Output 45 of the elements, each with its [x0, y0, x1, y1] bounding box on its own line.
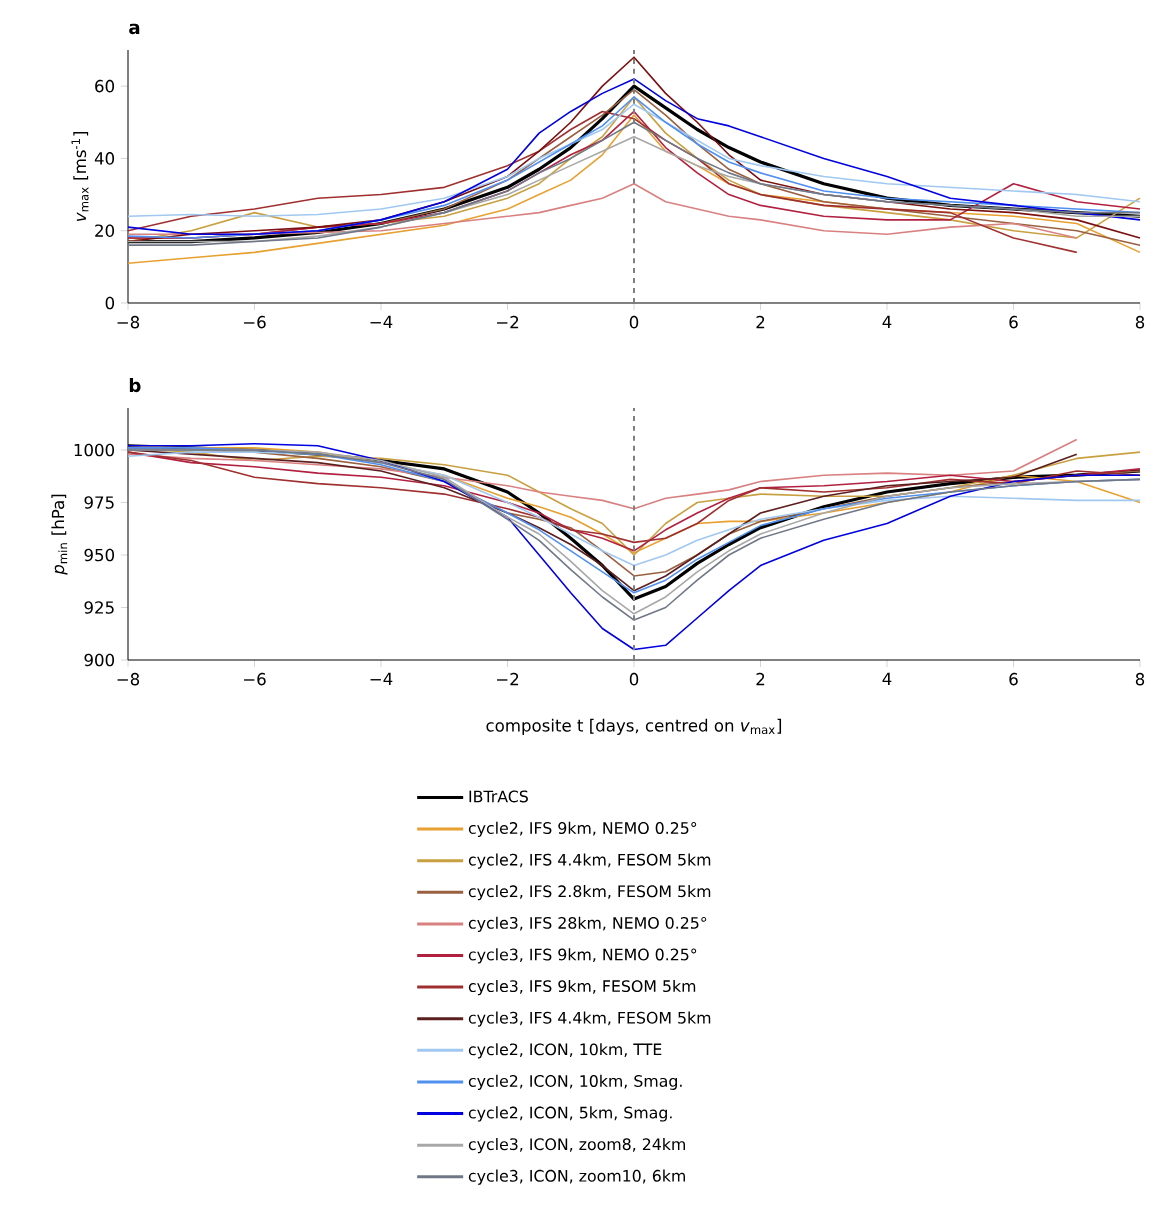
x-tick-label: −8 — [117, 315, 140, 329]
x-axis-title: composite t [days, centred on v$_{max}$] — [486, 718, 782, 735]
legend-label: cycle3, IFS 9km, FESOM 5km — [468, 979, 696, 996]
chart-title: a — [129, 23, 140, 35]
x-tick-label: −4 — [370, 672, 393, 685]
x-tick-label: 0 — [629, 672, 639, 686]
x-tick-label: −8 — [117, 672, 140, 686]
x-tick-label: 6 — [1009, 315, 1018, 329]
x-tick-label: 4 — [882, 672, 892, 685]
legend-label: cycle3, IFS 4.4km, FESOM 5km — [468, 1011, 711, 1027]
y-tick-label: 60 — [95, 79, 115, 93]
x-tick-label: −6 — [244, 315, 266, 329]
y-tick-label: 0 — [105, 296, 115, 310]
y-tick-label: 925 — [84, 601, 114, 614]
x-tick-label: 8 — [1135, 315, 1145, 329]
legend-label: cycle2, ICON, 5km, Smag. — [468, 1106, 672, 1122]
y-tick-label: 20 — [95, 224, 115, 237]
x-tick-label: −2 — [497, 315, 519, 329]
y-axis-title: p$_{min}$ [hPa] — [51, 494, 68, 575]
x-tick-label: −2 — [497, 672, 519, 686]
x-tick-label: 2 — [756, 672, 765, 686]
x-tick-label: 2 — [756, 315, 765, 329]
legend-label: cycle2, ICON, 10km, TTE — [468, 1043, 662, 1059]
legend-label: cycle3, ICON, zoom8, 24km — [468, 1137, 685, 1154]
x-tick-label: 6 — [1009, 672, 1018, 686]
y-tick-label: 975 — [84, 496, 114, 509]
legend-label: cycle3, ICON, zoom10, 6km — [468, 1169, 685, 1185]
y-tick-label: 900 — [84, 653, 115, 667]
legend-label: cycle2, IFS 2.8km, FESOM 5km — [468, 885, 711, 901]
x-tick-label: 8 — [1135, 672, 1145, 686]
legend-label: IBTrACS — [469, 790, 528, 803]
legend-label: cycle2, ICON, 10km, Smag. — [468, 1074, 682, 1090]
x-tick-label: 0 — [629, 315, 639, 329]
y-axis-title: v$_{max}$ [ms$^{-1}$] — [71, 132, 89, 222]
y-tick-label: 950 — [84, 548, 115, 562]
legend-label: cycle2, IFS 9km, NEMO 0.25° — [468, 821, 697, 838]
legend-label: cycle3, IFS 28km, NEMO 0.25° — [468, 916, 707, 932]
legend-label: cycle3, IFS 9km, NEMO 0.25° — [468, 948, 697, 964]
y-tick-label: 1000 — [74, 443, 115, 457]
x-tick-label: 4 — [882, 315, 892, 328]
chart-title: b — [129, 378, 141, 393]
y-tick-label: 40 — [94, 152, 115, 165]
x-tick-label: −6 — [244, 672, 266, 686]
legend-label: cycle2, IFS 4.4km, FESOM 5km — [468, 853, 711, 869]
x-tick-label: −4 — [370, 315, 393, 328]
